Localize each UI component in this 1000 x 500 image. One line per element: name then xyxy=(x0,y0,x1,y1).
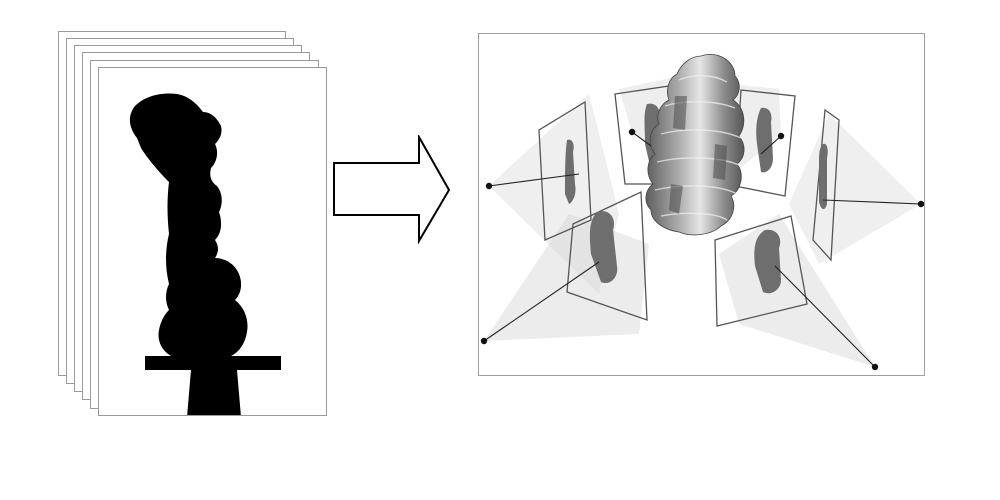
image-plane-bottom-left xyxy=(566,190,648,321)
cone-right xyxy=(789,114,921,264)
camera-point-top-left xyxy=(628,128,636,136)
image-plane-right xyxy=(812,108,840,262)
visual-hull-reconstruction xyxy=(478,33,925,376)
camera-rays xyxy=(483,131,922,368)
image-sheet-front xyxy=(98,67,327,416)
plane-silhouette-bottom-right xyxy=(754,229,781,294)
camera-point-top-right xyxy=(777,132,785,140)
camera-point-bottom-left xyxy=(480,337,488,345)
camera-point-bottom-right xyxy=(871,363,879,371)
plane-silhouette-left xyxy=(565,139,576,204)
plane-silhouette-bottom-left xyxy=(589,211,618,284)
cone-bottom-left xyxy=(484,214,649,341)
image-plane-left xyxy=(538,100,592,241)
statue-silhouette xyxy=(129,93,281,415)
image-plane-bottom-right xyxy=(714,215,808,327)
camera-point-left xyxy=(485,182,493,190)
camera-point-right xyxy=(917,200,924,208)
plane-silhouette-right xyxy=(819,143,828,210)
camera-centers xyxy=(480,128,924,371)
plane-silhouette-top-right xyxy=(756,107,773,173)
process-arrow xyxy=(333,135,451,245)
visual-hull-mesh xyxy=(645,54,745,236)
